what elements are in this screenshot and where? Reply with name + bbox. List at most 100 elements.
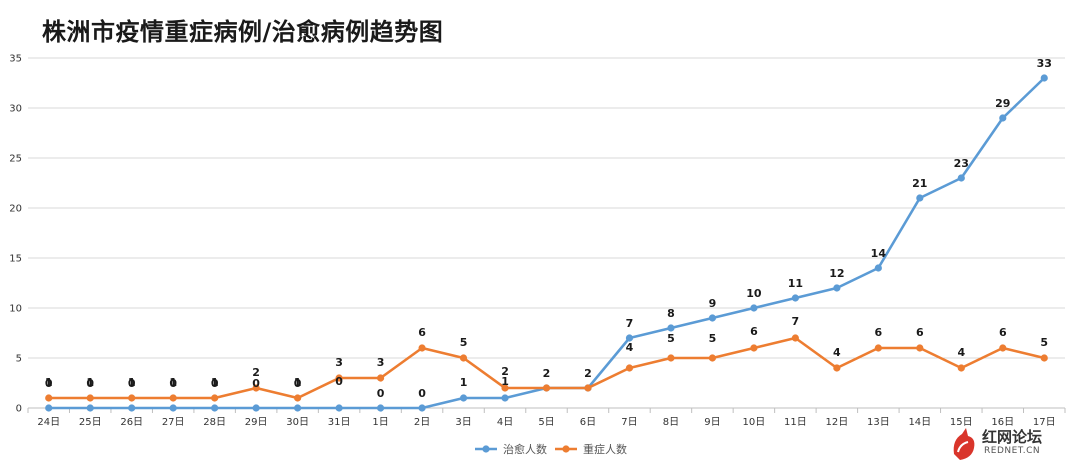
x-tick-label: 14日 <box>908 417 931 428</box>
x-tick-label: 6日 <box>580 417 596 428</box>
data-point <box>708 354 717 362</box>
data-label: 0 <box>377 387 385 400</box>
data-label: 5 <box>667 332 675 345</box>
data-point <box>625 334 634 342</box>
x-tick-label: 28日 <box>203 417 226 428</box>
data-label: 2 <box>543 367 551 380</box>
data-label: 0 <box>418 387 426 400</box>
data-point <box>45 394 53 402</box>
data-point <box>459 394 468 402</box>
legend-swatch-marker <box>482 445 490 453</box>
watermark-text: 红网论坛 <box>982 428 1043 446</box>
data-label: 14 <box>871 247 887 260</box>
data-label: 7 <box>792 315 800 328</box>
data-label: 0 <box>252 377 260 390</box>
data-label: 0 <box>128 377 136 390</box>
data-label: 2 <box>252 366 260 379</box>
data-point <box>501 384 509 392</box>
data-point <box>1040 74 1048 82</box>
y-tick-label: 35 <box>9 54 22 65</box>
data-point <box>376 374 385 382</box>
legend: 治愈人数 重症人数 <box>475 442 627 456</box>
data-label: 6 <box>750 325 758 338</box>
data-point <box>169 394 177 402</box>
data-point <box>169 404 177 412</box>
watermark-subtext: REDNET.CN <box>984 446 1041 456</box>
x-tick-label: 12日 <box>825 417 848 428</box>
data-label: 0 <box>169 377 177 390</box>
data-label: 33 <box>1037 57 1052 70</box>
data-point <box>957 174 965 182</box>
data-label: 5 <box>1040 336 1048 349</box>
data-point <box>211 394 219 402</box>
data-label: 1 <box>86 376 94 389</box>
data-point <box>294 404 302 412</box>
data-point <box>916 344 924 352</box>
y-tick-label: 25 <box>9 154 22 165</box>
data-point <box>667 354 675 362</box>
data-point <box>335 374 343 382</box>
data-label: 8 <box>667 307 675 320</box>
data-label: 0 <box>86 377 94 390</box>
data-point <box>584 384 592 392</box>
data-label: 6 <box>418 326 426 339</box>
data-label: 4 <box>833 346 841 359</box>
data-point <box>501 394 509 402</box>
data-point <box>999 344 1007 352</box>
data-label: 2 <box>584 367 592 380</box>
y-tick-label: 20 <box>9 204 22 215</box>
x-tick-label: 2日 <box>414 417 430 428</box>
x-tick-label: 5日 <box>538 417 554 428</box>
legend-label: 治愈人数 <box>503 442 547 456</box>
data-point <box>418 404 426 412</box>
data-label: 23 <box>954 157 969 170</box>
x-tick-label: 17日 <box>1033 417 1056 428</box>
data-point <box>791 294 799 302</box>
data-point <box>294 394 302 402</box>
y-tick-label: 0 <box>16 404 22 415</box>
data-point <box>86 394 94 402</box>
x-tick-label: 8日 <box>663 417 679 428</box>
data-label: 0 <box>335 375 343 388</box>
y-tick-label: 15 <box>9 254 22 265</box>
data-point <box>376 404 385 412</box>
x-tick-label: 26日 <box>120 417 143 428</box>
data-label: 1 <box>128 376 136 389</box>
data-point <box>750 304 758 312</box>
data-point <box>542 384 551 392</box>
x-tick-label: 1日 <box>372 417 388 428</box>
x-tick-label: 11日 <box>784 417 807 428</box>
x-tick-label: 16日 <box>991 417 1014 428</box>
x-tick-label: 10日 <box>743 417 766 428</box>
x-tick-label: 24日 <box>37 417 60 428</box>
x-tick-label: 30日 <box>286 417 309 428</box>
data-label: 12 <box>829 267 844 280</box>
x-tick-label: 25日 <box>79 417 102 428</box>
x-tick-label: 9日 <box>704 417 720 428</box>
data-label: 0 <box>211 377 219 390</box>
data-label: 3 <box>335 356 343 369</box>
data-label: 29 <box>995 97 1010 110</box>
data-label: 4 <box>626 341 634 354</box>
data-label: 9 <box>709 297 717 310</box>
data-point <box>708 314 717 322</box>
data-label: 1 <box>211 376 219 389</box>
y-tick-label: 10 <box>9 304 22 315</box>
data-point <box>750 344 758 352</box>
data-label: 1 <box>169 376 177 389</box>
x-tick-label: 27日 <box>162 417 185 428</box>
watermark-logo: 红网论坛 REDNET.CN <box>948 424 1072 464</box>
y-tick-label: 5 <box>16 354 22 365</box>
data-point <box>1040 354 1048 362</box>
data-label: 6 <box>916 326 924 339</box>
data-point <box>625 364 634 372</box>
data-label: 4 <box>957 346 965 359</box>
data-label: 0 <box>294 377 302 390</box>
data-point <box>418 344 426 352</box>
data-label: 6 <box>999 326 1007 339</box>
rednet-logo-icon <box>953 428 975 460</box>
data-point <box>128 404 136 412</box>
data-label: 6 <box>875 326 883 339</box>
